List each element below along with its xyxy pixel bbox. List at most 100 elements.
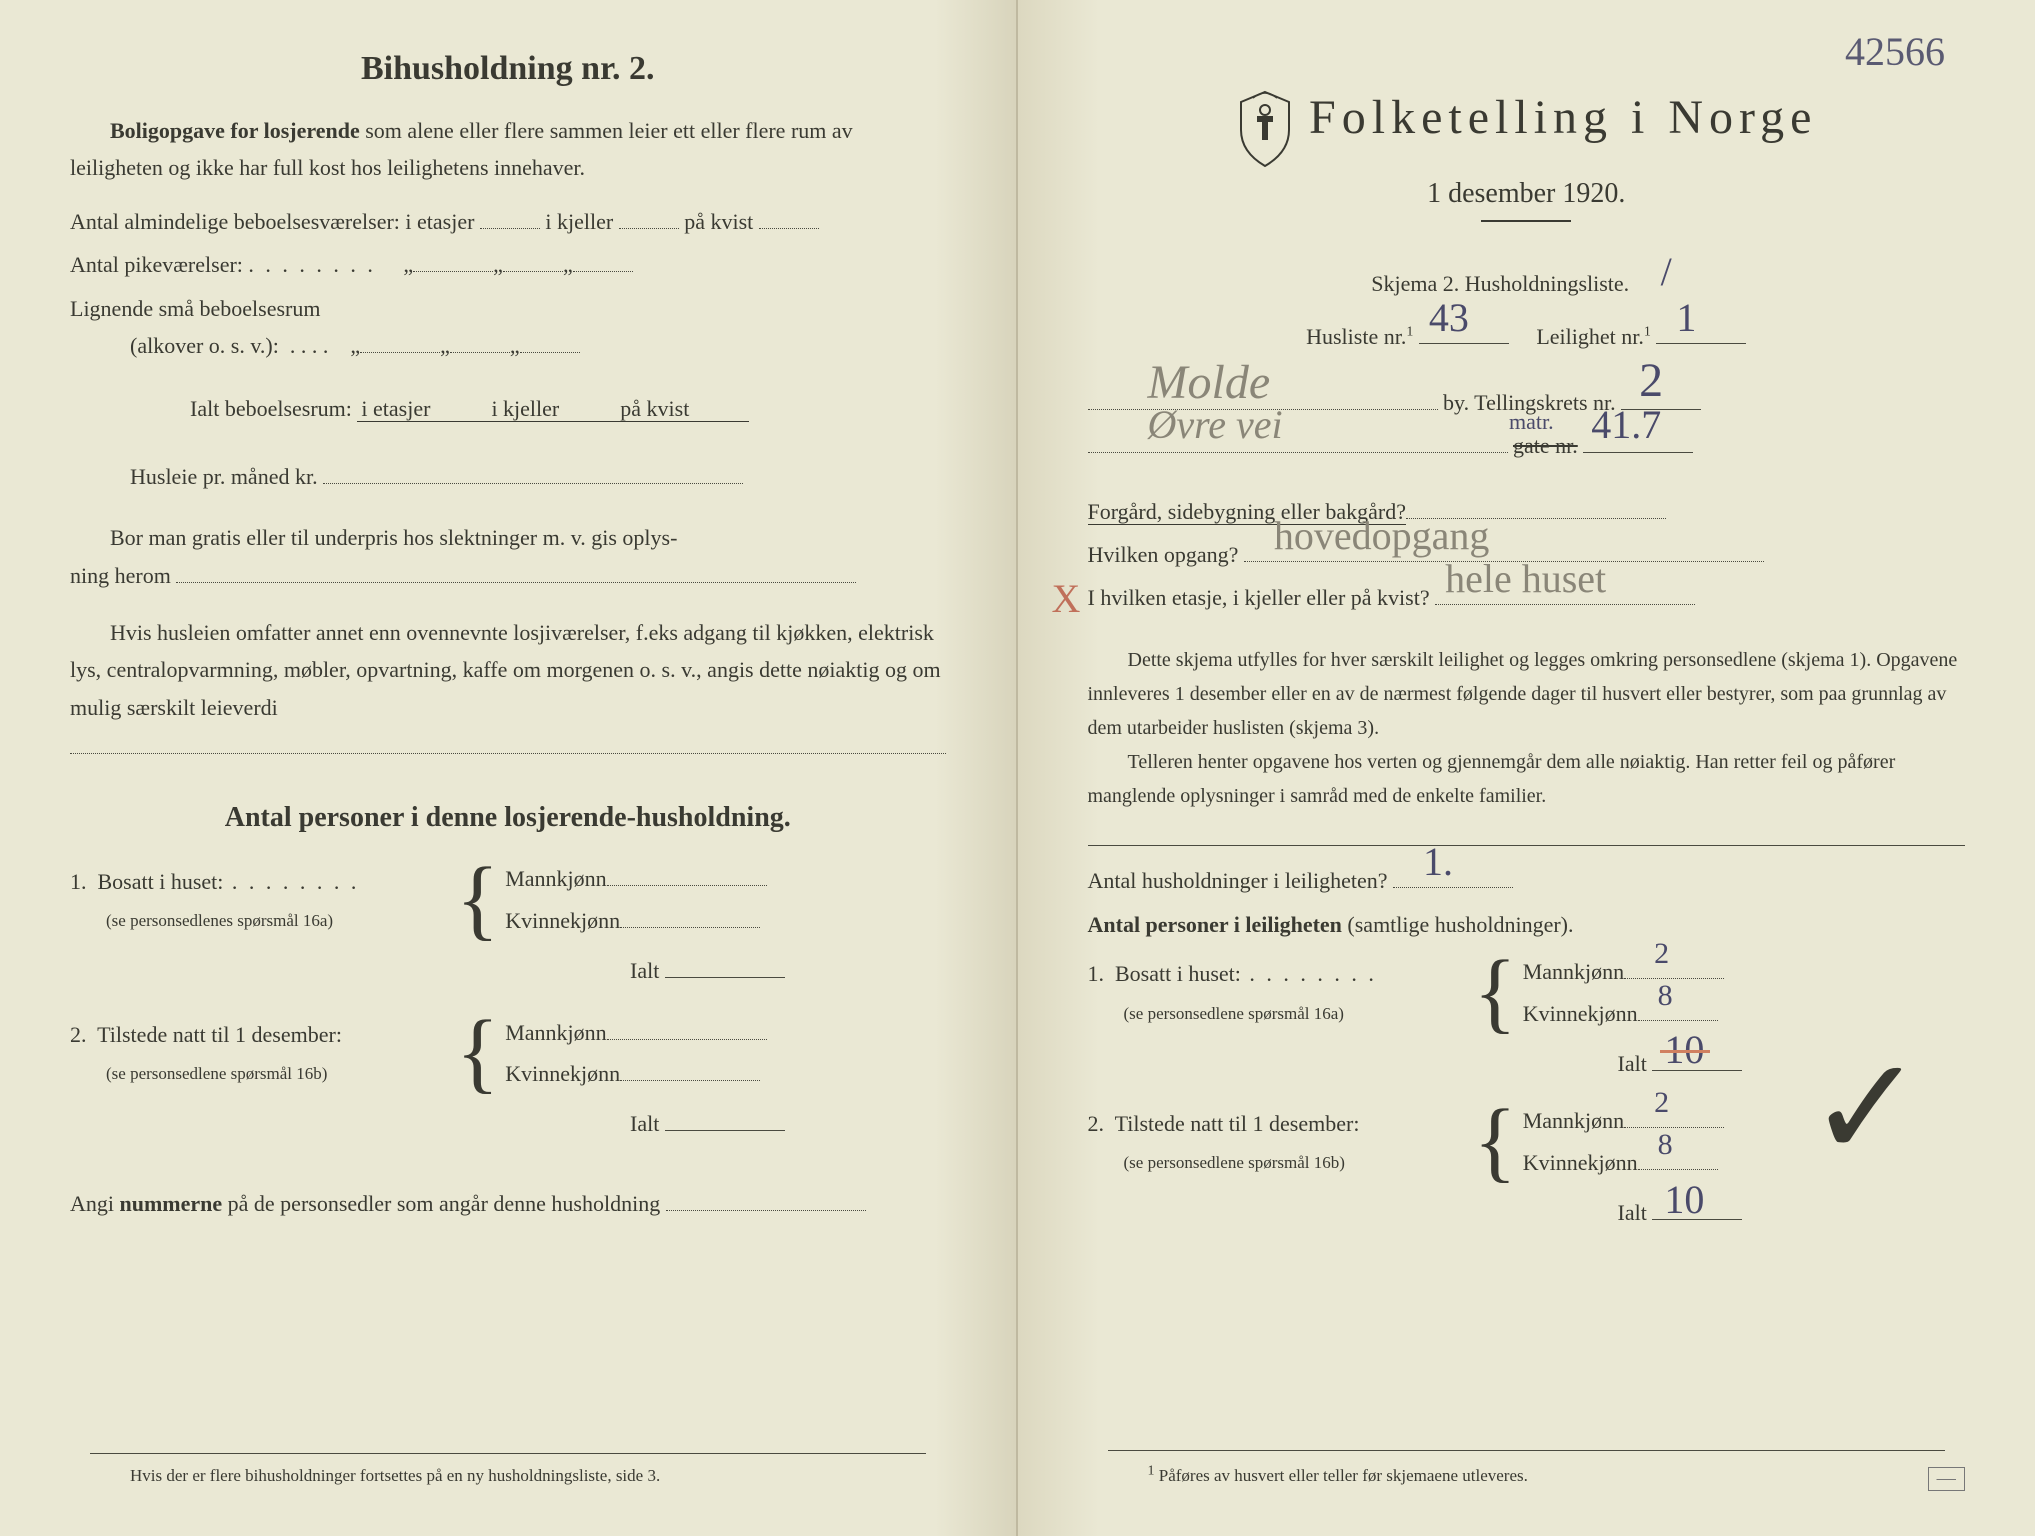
- brace-icon: {: [450, 1017, 505, 1089]
- q3-ans: hele huset: [1445, 545, 1606, 613]
- blank: [695, 392, 745, 416]
- blank: [436, 392, 486, 416]
- label-rooms: Antal almindelige beboelsesværelser: i e…: [70, 209, 474, 234]
- total-label: Ialt: [630, 1111, 659, 1136]
- subtitle: 1 desember 1920.: [1088, 178, 1966, 210]
- label-similar: Lignende små beboelsesrum: [70, 296, 321, 321]
- item2-label: Tilstede natt til 1 desember:: [97, 1022, 342, 1047]
- blank: [665, 1107, 785, 1131]
- left-item-1: 1. Bosatt i huset: (se personsedlenes sp…: [70, 858, 946, 942]
- para-free-rent-2: ning herom: [70, 557, 946, 594]
- blank: [665, 954, 785, 978]
- dots: [248, 252, 376, 277]
- husliste-value-field: 43: [1419, 320, 1509, 344]
- printer-stamp: ⎯⎯⎯: [1928, 1467, 1966, 1491]
- blank: [607, 862, 767, 886]
- blank: [607, 1015, 767, 1039]
- skjema-label: Skjema 2. Husholdningsliste.: [1371, 271, 1629, 296]
- divider: [1088, 829, 1966, 847]
- corner-number: 42566: [1845, 28, 1945, 75]
- instructions-2: Telleren henter opgavene hos verten og g…: [1088, 745, 1966, 813]
- line-alcoves: Lignende små beboelsesrum (alkover o. s.…: [70, 290, 946, 365]
- p4a: Angi: [70, 1191, 120, 1216]
- blank: [620, 1057, 760, 1081]
- left-item-2: 2. Tilstede natt til 1 desember: (se per…: [70, 1012, 946, 1096]
- right-footnote-text: Påføres av husvert eller teller før skje…: [1159, 1466, 1528, 1485]
- num1: 1.: [1088, 961, 1105, 986]
- female-label: Kvinnekjønn: [1523, 1150, 1638, 1175]
- r1-total-field: 10: [1652, 1046, 1742, 1070]
- label-cellar: i kjeller: [545, 209, 613, 234]
- item1-label: Bosatt i huset:: [98, 869, 224, 894]
- leilighet-label: Leilighet nr.: [1536, 324, 1644, 349]
- label-maid: Antal pikeværelser:: [70, 252, 243, 277]
- female-label: Kvinnekjønn: [505, 1061, 620, 1086]
- brace-icon: {: [1468, 957, 1523, 1029]
- check-mark-icon: ✓: [1808, 991, 1925, 1229]
- persons-title-line: Antal personer i leiligheten (samtlige h…: [1088, 906, 1966, 943]
- item2-sub: (se personsedlene spørsmål 16b): [70, 1064, 327, 1083]
- total-label: Ialt: [1618, 1200, 1647, 1225]
- blank: [480, 205, 540, 229]
- female-label: Kvinnekjønn: [505, 908, 620, 933]
- households-field: 1.: [1393, 864, 1513, 888]
- divider: [1108, 1433, 1946, 1452]
- item1-sub: (se personsedlenes spørsmål 16a): [70, 911, 333, 930]
- blank: [520, 329, 580, 353]
- intro-bold: Boligopgave for losjerende: [110, 118, 360, 143]
- gate-name: Øvre vei: [1148, 391, 1283, 459]
- blank: [176, 558, 856, 582]
- label-rent: Husleie pr. måned kr.: [130, 464, 318, 489]
- gate-strike: matr.: [1509, 403, 1554, 440]
- line-rooms: Antal almindelige beboelsesværelser: i e…: [70, 203, 946, 240]
- para-extras: Hvis husleien omfatter annet enn ovennev…: [70, 614, 946, 726]
- brace-icon: {: [450, 864, 505, 936]
- q3: I hvilken etasje, i kjeller eller på kvi…: [1088, 585, 1430, 610]
- husliste-value: 43: [1429, 284, 1469, 352]
- title-row: Folketelling i Norge: [1088, 90, 1966, 168]
- left-persons-block: 1. Bosatt i huset: (se personsedlenes sp…: [70, 858, 946, 1222]
- left-page: Bihusholdning nr. 2. Boligopgave for los…: [0, 0, 1018, 1536]
- husliste-label: Husliste nr.: [1306, 324, 1406, 349]
- p2b: ning herom: [70, 563, 171, 588]
- num1: 1.: [70, 869, 87, 894]
- sum-c: på kvist: [620, 396, 689, 421]
- questions-block: X Forgård, sidebygning eller bakgård? Hv…: [1088, 493, 1966, 617]
- q2: Hvilken opgang?: [1088, 542, 1239, 567]
- leilighet-value: 1: [1676, 284, 1696, 352]
- left-intro: Boligopgave for losjerende som alene ell…: [70, 112, 946, 754]
- label-attic: på kvist: [684, 209, 753, 234]
- brace-icon: {: [1468, 1106, 1523, 1178]
- persons-title-rest: (samtlige husholdninger).: [1342, 912, 1574, 937]
- blank: [666, 1187, 866, 1211]
- r1-male-field: 2: [1624, 955, 1724, 979]
- p4bold: nummerne: [120, 1191, 223, 1216]
- q-households: Antal husholdninger i leiligheten?: [1088, 868, 1388, 893]
- sum-a: i etasjer: [361, 396, 430, 421]
- red-underline: [1660, 1050, 1710, 1053]
- blank: [70, 730, 946, 754]
- item1-label: Bosatt i huset:: [1115, 961, 1241, 986]
- fn-marker: 1: [1148, 1463, 1155, 1478]
- blank: [620, 904, 760, 928]
- female-label: Kvinnekjønn: [1523, 1001, 1638, 1026]
- document-spread: Bihusholdning nr. 2. Boligopgave for los…: [0, 0, 2035, 1536]
- p4b: på de personsedler som angår denne husho…: [222, 1191, 660, 1216]
- male-label: Mannkjønn: [1523, 1108, 1624, 1133]
- r2-total-field: 10: [1652, 1196, 1742, 1220]
- line-rent: Husleie pr. måned kr.: [70, 458, 946, 495]
- right-page: 42566 Folketelling i Norge 1 desember 19…: [1018, 0, 2035, 1536]
- right-footnote: 1 Påføres av husvert eller teller før sk…: [1108, 1433, 1946, 1486]
- item1-sub: (se personsedlene spørsmål 16a): [1088, 1004, 1344, 1023]
- gate-nr: 41.7: [1591, 391, 1661, 459]
- blank: [565, 392, 615, 416]
- sum-b: i kjeller: [491, 396, 559, 421]
- persons-title: Antal personer i leiligheten: [1088, 912, 1342, 937]
- leilighet-value-field: 1: [1656, 320, 1746, 344]
- skjema-line: Skjema 2. Husholdningsliste. /: [1088, 244, 1966, 312]
- left-footnote-text: Hvis der er flere bihusholdninger fortse…: [90, 1466, 660, 1485]
- main-title: Folketelling i Norge: [1309, 91, 1817, 144]
- households-ans: 1.: [1423, 828, 1453, 896]
- instructions-1: Dette skjema utfylles for hver særskilt …: [1088, 643, 1966, 745]
- para-free-rent: Bor man gratis eller til underpris hos s…: [70, 519, 946, 556]
